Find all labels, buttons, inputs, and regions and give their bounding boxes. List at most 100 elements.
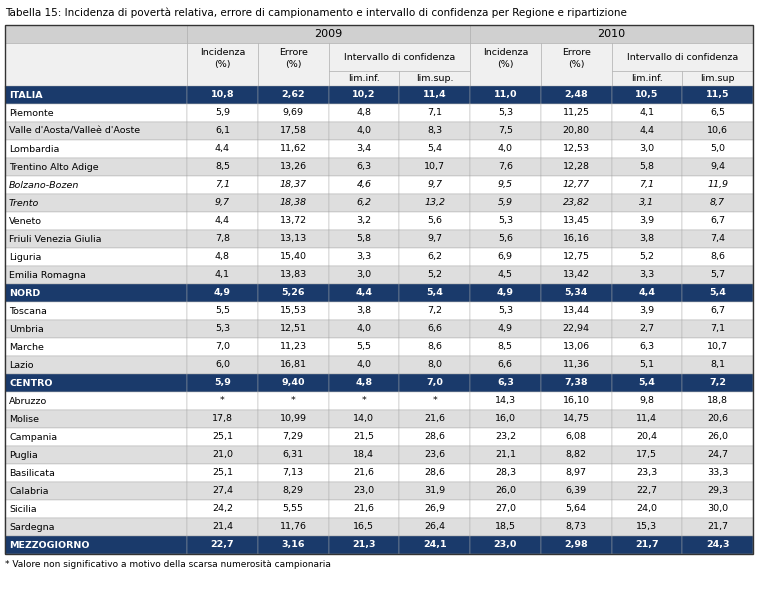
Text: 7,2: 7,2: [427, 307, 442, 315]
Text: 16,5: 16,5: [353, 523, 374, 532]
Bar: [328, 43, 470, 71]
Text: 3,9: 3,9: [639, 217, 654, 226]
Bar: [540, 158, 612, 176]
Bar: [187, 43, 258, 86]
Bar: [258, 410, 328, 428]
Text: 8,82: 8,82: [565, 451, 587, 460]
Bar: [399, 464, 470, 482]
Bar: [399, 320, 470, 338]
Bar: [328, 536, 399, 554]
Text: 7,1: 7,1: [215, 180, 230, 189]
Bar: [399, 284, 470, 302]
Bar: [187, 212, 258, 230]
Text: 9,4: 9,4: [710, 163, 725, 171]
Text: 12,77: 12,77: [562, 180, 590, 189]
Text: 18,8: 18,8: [707, 396, 728, 405]
Bar: [682, 140, 753, 158]
Bar: [187, 158, 258, 176]
Text: 8,5: 8,5: [498, 342, 513, 352]
Text: 5,2: 5,2: [427, 270, 442, 280]
Bar: [399, 158, 470, 176]
Bar: [328, 266, 399, 284]
Bar: [612, 374, 682, 392]
Text: 10,5: 10,5: [635, 91, 659, 99]
Text: 10,2: 10,2: [352, 91, 376, 99]
Bar: [682, 518, 753, 536]
Text: 7,1: 7,1: [640, 180, 654, 189]
Bar: [612, 320, 682, 338]
Text: 2009: 2009: [315, 29, 343, 39]
Bar: [399, 374, 470, 392]
Text: 17,5: 17,5: [637, 451, 657, 460]
Text: 8,3: 8,3: [427, 126, 442, 136]
Bar: [328, 302, 399, 320]
Bar: [258, 464, 328, 482]
Bar: [187, 25, 470, 43]
Text: 24,1: 24,1: [423, 540, 446, 549]
Text: 7,5: 7,5: [498, 126, 513, 136]
Bar: [399, 428, 470, 446]
Bar: [612, 302, 682, 320]
Bar: [187, 284, 258, 302]
Bar: [328, 356, 399, 374]
Bar: [612, 176, 682, 194]
Text: 21,6: 21,6: [353, 505, 374, 514]
Bar: [5, 25, 187, 43]
Text: 21,4: 21,4: [212, 523, 233, 532]
Bar: [682, 374, 753, 392]
Bar: [258, 536, 328, 554]
Bar: [328, 140, 399, 158]
Bar: [328, 104, 399, 122]
Bar: [258, 482, 328, 500]
Bar: [540, 464, 612, 482]
Text: 15,40: 15,40: [280, 252, 307, 261]
Bar: [5, 410, 187, 428]
Text: 9,7: 9,7: [427, 180, 442, 189]
Bar: [187, 176, 258, 194]
Text: 21,6: 21,6: [353, 468, 374, 477]
Bar: [187, 428, 258, 446]
Text: 21,3: 21,3: [352, 540, 376, 549]
Bar: [612, 518, 682, 536]
Bar: [187, 86, 258, 104]
Bar: [399, 176, 470, 194]
Text: 3,8: 3,8: [356, 307, 371, 315]
Bar: [540, 284, 612, 302]
Bar: [328, 428, 399, 446]
Text: Marche: Marche: [9, 342, 44, 352]
Text: 4,4: 4,4: [215, 145, 230, 154]
Bar: [258, 518, 328, 536]
Bar: [258, 338, 328, 356]
Text: 4,9: 4,9: [497, 289, 514, 298]
Bar: [258, 43, 328, 86]
Bar: [5, 374, 187, 392]
Text: 4,9: 4,9: [498, 324, 513, 333]
Text: (%): (%): [497, 59, 514, 68]
Text: 5,26: 5,26: [281, 289, 305, 298]
Text: 4,0: 4,0: [356, 324, 371, 333]
Bar: [540, 104, 612, 122]
Bar: [682, 500, 753, 518]
Text: 5,1: 5,1: [640, 361, 654, 370]
Text: 4,9: 4,9: [214, 289, 231, 298]
Bar: [540, 392, 612, 410]
Bar: [5, 356, 187, 374]
Text: 11,62: 11,62: [280, 145, 307, 154]
Text: 10,99: 10,99: [280, 414, 307, 423]
Text: 13,2: 13,2: [424, 198, 445, 208]
Bar: [540, 374, 612, 392]
Text: 6,2: 6,2: [356, 198, 371, 208]
Text: 18,4: 18,4: [353, 451, 374, 460]
Bar: [5, 25, 753, 554]
Bar: [258, 194, 328, 212]
Text: 20,80: 20,80: [562, 126, 590, 136]
Bar: [612, 158, 682, 176]
Text: 2,62: 2,62: [281, 91, 305, 99]
Text: 4,0: 4,0: [498, 145, 513, 154]
Text: 13,26: 13,26: [280, 163, 307, 171]
Bar: [399, 122, 470, 140]
Text: 24,3: 24,3: [706, 540, 729, 549]
Bar: [682, 158, 753, 176]
Bar: [682, 338, 753, 356]
Bar: [328, 71, 399, 86]
